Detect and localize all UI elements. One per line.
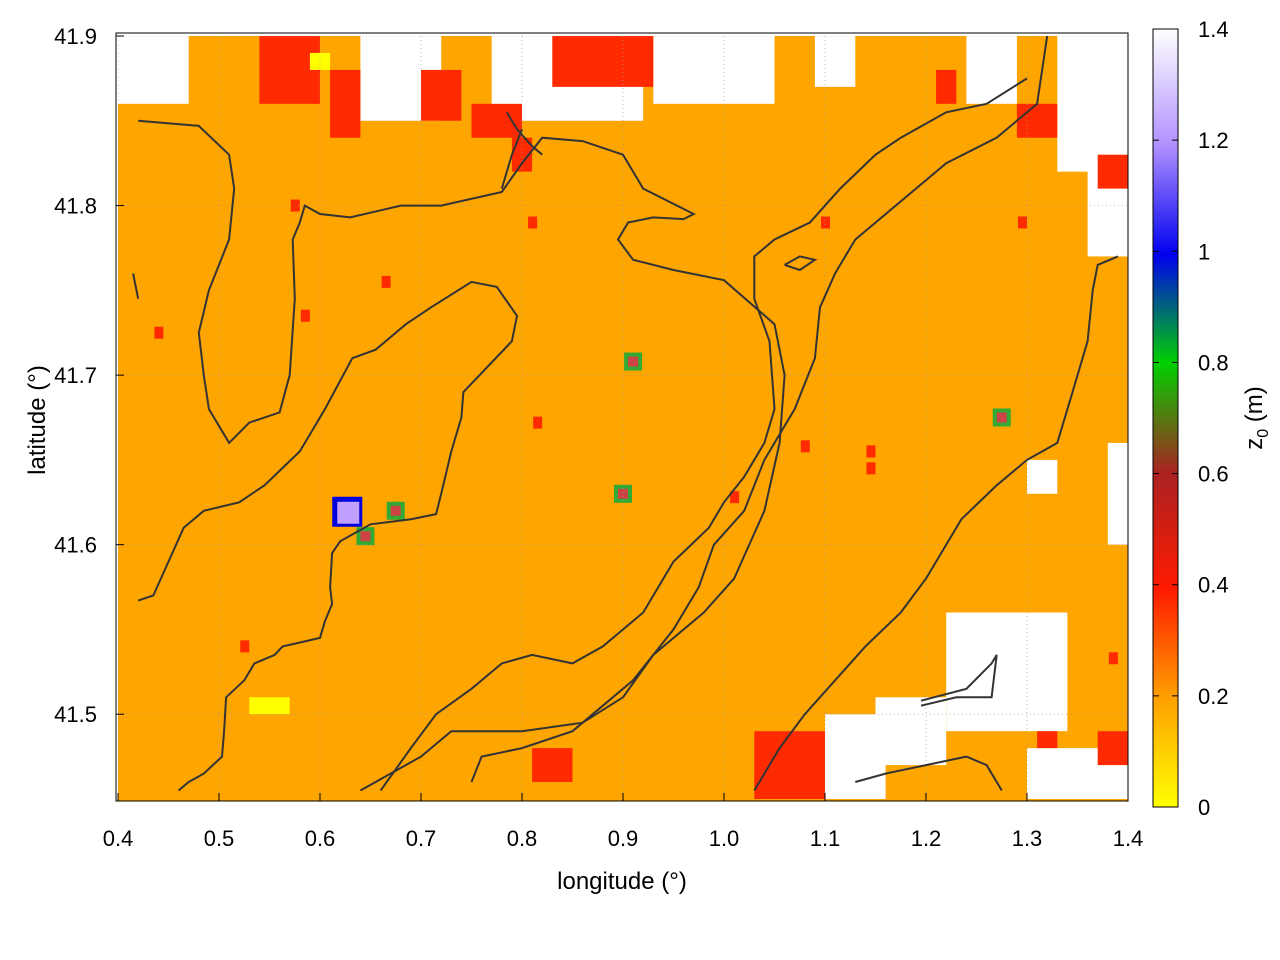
heatmap-patch-high <box>936 69 957 104</box>
heatmap-patch-no_data <box>875 697 947 766</box>
x-tick-label: 0.6 <box>305 826 336 851</box>
heatmap-patch-high <box>1037 731 1058 749</box>
heatmap-pixel-high <box>1108 652 1118 665</box>
contour-line <box>500 128 523 189</box>
heatmap-patch-very_low <box>309 52 331 70</box>
heatmap-pixel-mixed-core <box>360 531 371 542</box>
colorbar-tick-label: 0.6 <box>1198 462 1229 487</box>
y-tick-label: 41.7 <box>54 363 97 388</box>
grid-lines <box>118 36 1128 799</box>
y-axis-ticks: 41.5 41.6 41.7 41.8 41.9 <box>54 24 124 727</box>
heatmap-pixel-high <box>381 275 391 288</box>
colorbar-tick-label: 1.2 <box>1198 128 1229 153</box>
y-tick-label: 41.9 <box>54 24 97 49</box>
colorbar-tick-label: 0 <box>1198 795 1210 820</box>
heatmap-patch-no_data <box>1057 36 1128 172</box>
colorbar-tick-label: 0.8 <box>1198 350 1229 375</box>
heatmap-patch-high <box>511 137 533 172</box>
heatmap-patch-high <box>1097 731 1128 766</box>
heatmap-pixel-high <box>730 491 740 504</box>
heatmap-patch-high <box>532 748 573 783</box>
x-tick-label: 0.8 <box>507 826 538 851</box>
heatmap-pixel-high <box>290 199 300 212</box>
contour-line <box>920 654 998 707</box>
x-axis-title: longitude (°) <box>557 868 687 895</box>
heatmap-patch-no_data <box>946 612 1068 732</box>
colorbar-tick-label: 0.2 <box>1198 684 1229 709</box>
x-tick-label: 0.9 <box>608 826 639 851</box>
y-tick-label: 41.5 <box>54 702 97 727</box>
contour-line <box>506 111 543 156</box>
x-tick-label: 1.4 <box>1113 826 1144 851</box>
y-axis-title: latitude (°) <box>24 365 51 475</box>
heatmap-pixel-peak <box>337 501 360 524</box>
heatmap-patch-no_data <box>825 714 886 799</box>
contour-line <box>470 36 1049 783</box>
heatmap-pixel-high <box>528 216 538 229</box>
x-axis-ticks: 0.4 0.5 0.6 0.7 0.8 0.9 1.0 1.1 1.2 1.3 1.4 <box>103 793 1144 851</box>
y-tick-label: 41.6 <box>54 533 97 558</box>
heatmap-pixels <box>154 199 1118 665</box>
heatmap-pixel-high <box>866 445 876 458</box>
colorbar-ticks: 0 0.2 0.4 0.6 0.8 1 1.2 1.4 <box>1153 17 1229 820</box>
heatmap-patch-high <box>330 69 361 138</box>
x-tick-label: 1.3 <box>1012 826 1043 851</box>
x-tick-label: 1.2 <box>911 826 942 851</box>
heatmap-patches <box>118 36 1128 799</box>
heatmap-pixel-mixed-core <box>618 488 628 499</box>
heatmap-patch-high <box>1016 103 1058 138</box>
plot-area <box>118 36 1128 801</box>
heatmap-pixel-high <box>1017 216 1027 229</box>
contour-line <box>753 255 1119 792</box>
colorbar-title: z0 (m) <box>1241 386 1272 450</box>
colorbar <box>1152 28 1179 808</box>
colorbar-title-unit: (m) <box>1241 386 1268 429</box>
heatmap-pixel-high <box>240 640 250 653</box>
heatmap-patch-no_data <box>118 36 189 104</box>
contour-line <box>855 755 1003 792</box>
colorbar-tick-label: 1.4 <box>1198 17 1229 42</box>
x-tick-label: 0.5 <box>204 826 235 851</box>
x-tick-label: 1.1 <box>810 826 841 851</box>
contour-lines <box>132 36 1119 792</box>
contour-line <box>784 255 818 272</box>
colorbar-title-sub: 0 <box>1255 429 1272 438</box>
colorbar-tick-label: 0.4 <box>1198 573 1229 598</box>
heatmap-patch-high <box>552 36 654 87</box>
plot-border <box>115 32 1129 802</box>
heatmap-patch-high <box>754 731 825 799</box>
heatmap-pixel-mixed-core <box>390 505 401 516</box>
heatmap-patch-no_data <box>653 36 775 104</box>
heatmap-patch-very_low <box>249 697 290 715</box>
x-tick-label: 1.0 <box>709 826 740 851</box>
heatmap-pixel-mixed-core <box>628 356 639 367</box>
heatmap-patch-no_data <box>814 36 856 87</box>
contour-line <box>137 280 519 792</box>
contour-line <box>132 273 140 299</box>
heatmap-patch-high <box>471 103 522 138</box>
heatmap-pixel-high <box>533 416 543 429</box>
heatmap-patch-high <box>421 69 462 121</box>
heatmap-patch-no_data <box>1027 459 1058 494</box>
heatmap-patch-high <box>1097 154 1128 189</box>
colorbar-tick-label: 1 <box>1198 239 1210 264</box>
contour-line <box>138 119 786 792</box>
heatmap-pixel-mixed-core <box>996 412 1007 423</box>
heatmap-pixel-high <box>300 309 310 322</box>
colorbar-title-main: z <box>1241 438 1268 450</box>
heatmap-pixel-high <box>866 462 876 475</box>
heatmap-patch-no_data <box>966 36 1017 104</box>
heatmap-pixel-high <box>154 326 164 339</box>
contour-line <box>379 77 1028 792</box>
x-tick-label: 0.7 <box>406 826 437 851</box>
x-tick-label: 0.4 <box>103 826 134 851</box>
heatmap-pixel-high <box>800 440 810 453</box>
heatmap-patch-no_data <box>1107 442 1128 545</box>
y-tick-label: 41.8 <box>54 194 97 219</box>
heatmap-pixel-high <box>821 216 830 229</box>
